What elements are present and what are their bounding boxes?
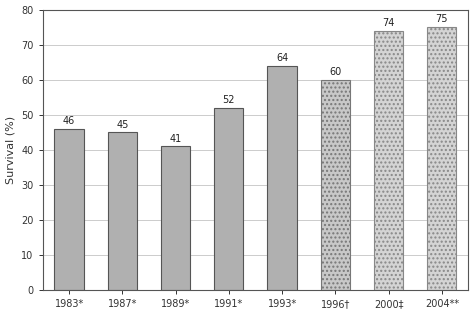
Y-axis label: Survival (%): Survival (%)	[6, 116, 16, 184]
Text: 45: 45	[116, 120, 128, 130]
Text: 74: 74	[383, 18, 395, 28]
Text: 75: 75	[436, 14, 448, 24]
Bar	[321, 80, 350, 290]
Text: 64: 64	[276, 53, 288, 63]
Bar	[55, 129, 84, 290]
Bar	[161, 146, 190, 290]
Bar	[267, 66, 297, 290]
Text: 41: 41	[170, 134, 182, 144]
Text: 52: 52	[223, 95, 235, 105]
Bar	[214, 108, 244, 290]
Bar	[108, 132, 137, 290]
Bar	[374, 31, 403, 290]
Text: 46: 46	[63, 116, 75, 126]
Text: 60: 60	[329, 67, 341, 77]
Bar	[427, 27, 456, 290]
